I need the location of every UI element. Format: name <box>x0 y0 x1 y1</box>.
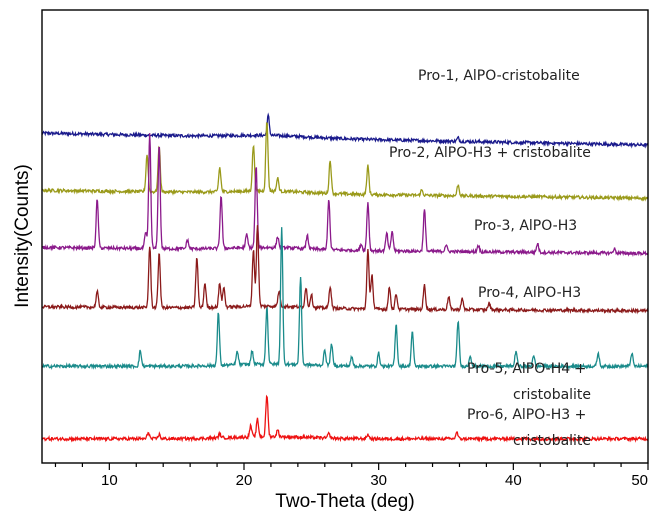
series-label-2: Pro-2, AlPO-H3 + cristobalite <box>389 145 591 161</box>
series-line-3 <box>41 133 649 258</box>
plot-frame <box>41 9 649 464</box>
series-line-4 <box>41 225 649 315</box>
x-tick-label: 50 <box>631 472 648 489</box>
series-label-4: Pro-4, AlPO-H3 <box>478 285 581 301</box>
series-label-3: Pro-3, AlPO-H3 <box>474 218 577 234</box>
x-tick-label: 10 <box>101 472 118 489</box>
trace-group <box>41 112 649 443</box>
series-label-5: Pro-5, AlPO-H4 + cristobalite <box>467 361 591 403</box>
series-label-1: Pro-1, AlPO-cristobalite <box>418 68 580 84</box>
x-tick-label: 40 <box>505 472 522 489</box>
series-line-2 <box>41 122 649 202</box>
series-line-5 <box>41 227 649 371</box>
series-label-6: Pro-6, AlPO-H3 + cristobalite <box>467 407 591 449</box>
x-tick-label: 30 <box>370 472 387 489</box>
x-axis-title: Two-Theta (deg) <box>275 491 414 512</box>
series-line-1 <box>41 112 649 149</box>
series-label-group: Pro-1, AlPO-cristobalite Pro-2, AlPO-H3 +… <box>389 68 591 449</box>
tick-group: 10 20 30 40 50 <box>54 463 649 489</box>
x-tick-label: 20 <box>236 472 253 489</box>
y-axis-title: Intensity(Counts) <box>12 164 33 308</box>
series-line-6 <box>41 394 649 443</box>
